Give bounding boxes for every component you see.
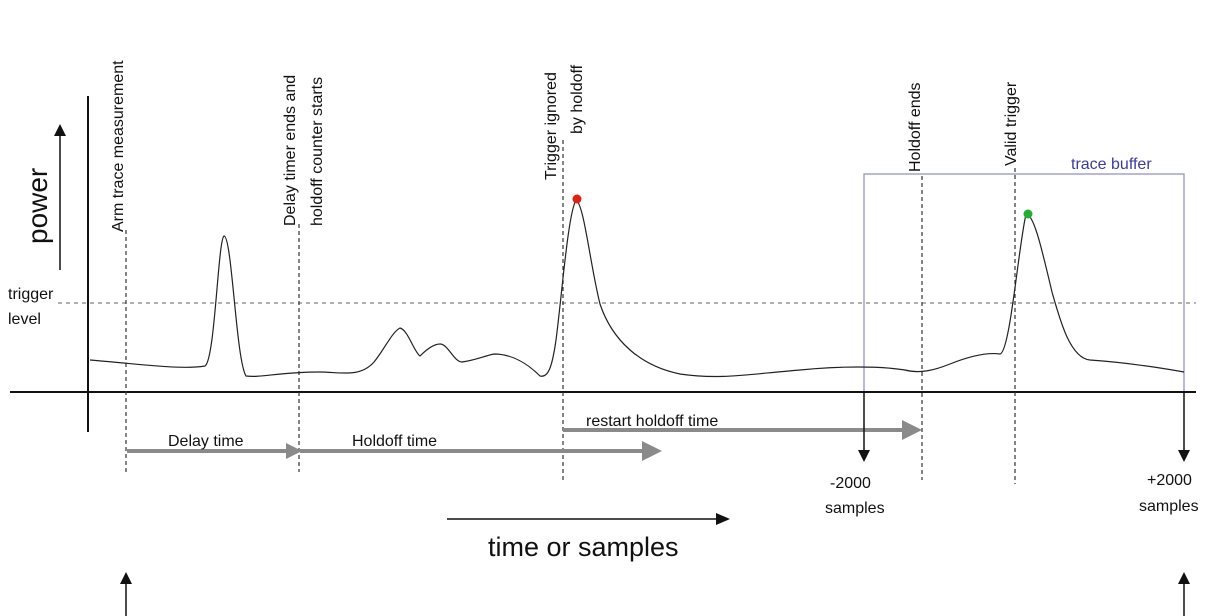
ignored-trigger-point bbox=[572, 194, 582, 204]
restart-holdoff-label: restart holdoff time bbox=[586, 413, 718, 430]
power-label: power bbox=[22, 168, 53, 244]
delay-time-label: Delay time bbox=[168, 433, 244, 450]
post-trigger-arrowhead bbox=[1178, 450, 1190, 462]
delay-end-label-1: Delay timer ends and bbox=[282, 75, 299, 226]
valid-trigger-point bbox=[1023, 209, 1033, 219]
holdoff-time-label: Holdoff time bbox=[352, 433, 437, 450]
arm-label: Arm trace measurement bbox=[110, 60, 127, 232]
post-samples-unit: samples bbox=[1139, 498, 1199, 515]
end-up-arrowhead bbox=[1178, 572, 1190, 584]
power-waveform bbox=[89, 199, 1185, 378]
ignored-label-2: by holdoff bbox=[569, 64, 586, 134]
time-axis-label: time or samples bbox=[488, 532, 679, 562]
pre-trigger-arrowhead bbox=[858, 450, 870, 462]
power-arrowhead bbox=[54, 124, 66, 136]
trigger-level-label-1: trigger bbox=[8, 286, 54, 303]
holdoff-ends-label: Holdoff ends bbox=[907, 82, 924, 172]
arm-up-arrowhead bbox=[120, 572, 132, 584]
trace-buffer-box bbox=[863, 173, 1185, 393]
post-samples-value: +2000 bbox=[1147, 472, 1192, 489]
delay-end-label-2: holdoff counter starts bbox=[309, 77, 326, 226]
trigger-level-label-2: level bbox=[8, 311, 41, 328]
trace-buffer-label: trace buffer bbox=[1071, 156, 1152, 173]
time-arrowhead bbox=[716, 513, 730, 525]
restart-holdoff-arrowhead bbox=[902, 420, 922, 440]
pre-samples-unit: samples bbox=[825, 500, 885, 517]
pre-samples-value: -2000 bbox=[830, 475, 871, 492]
holdoff-time-arrowhead bbox=[642, 441, 662, 461]
valid-trigger-label: Valid trigger bbox=[1003, 81, 1020, 166]
ignored-label-1: Trigger ignored bbox=[543, 72, 560, 180]
delay-time-arrowhead bbox=[286, 443, 302, 459]
